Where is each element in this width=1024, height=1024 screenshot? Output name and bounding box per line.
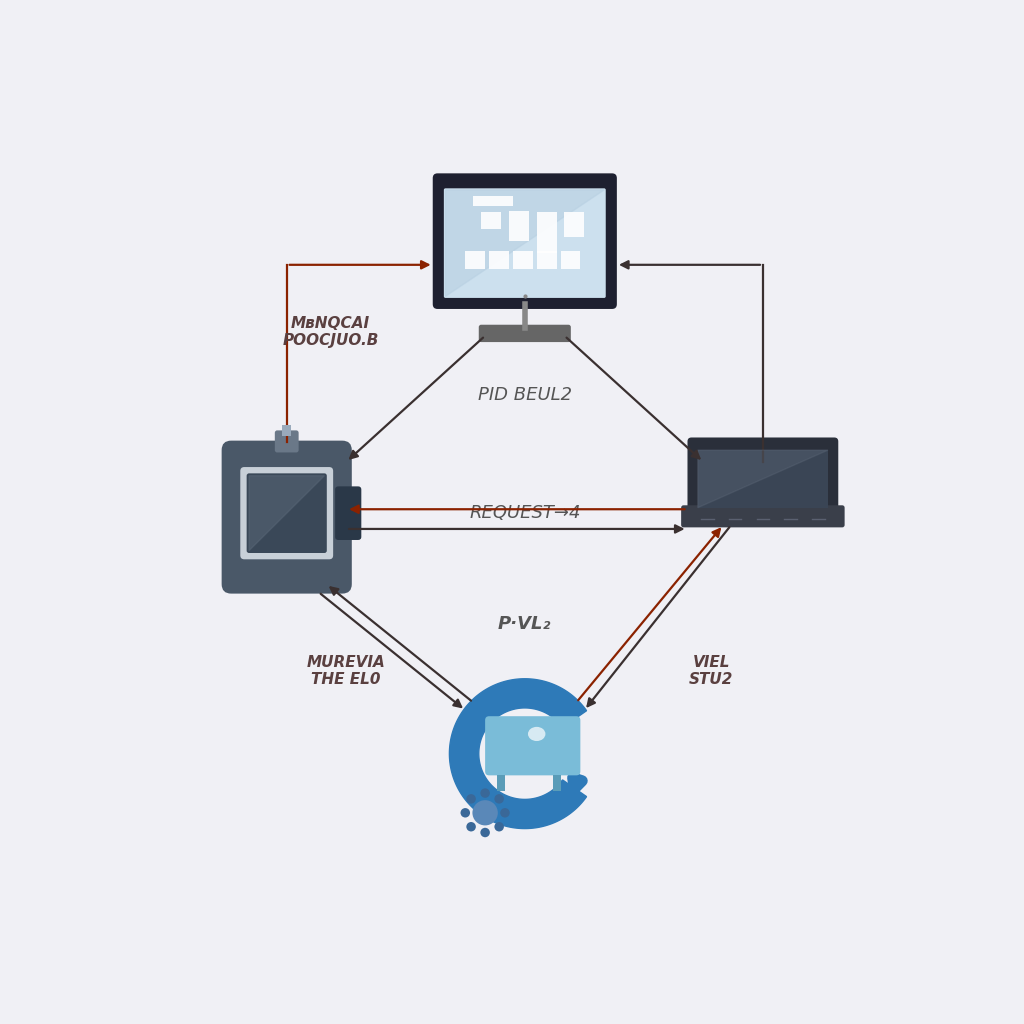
FancyBboxPatch shape: [485, 716, 581, 775]
FancyBboxPatch shape: [241, 467, 333, 559]
FancyBboxPatch shape: [681, 505, 845, 527]
FancyBboxPatch shape: [513, 252, 532, 268]
Text: MвNQCAI
POOCJUO.B: MвNQCAI POOCJUO.B: [283, 315, 379, 348]
FancyBboxPatch shape: [479, 325, 570, 342]
FancyBboxPatch shape: [473, 197, 513, 206]
Text: MUREVIA
THE EL0: MUREVIA THE EL0: [307, 654, 386, 687]
Circle shape: [480, 827, 489, 838]
Text: PID BEUL2: PID BEUL2: [478, 386, 571, 403]
FancyBboxPatch shape: [560, 252, 581, 268]
Circle shape: [500, 808, 510, 817]
FancyBboxPatch shape: [481, 212, 501, 229]
FancyBboxPatch shape: [247, 473, 327, 553]
FancyBboxPatch shape: [282, 425, 292, 436]
Text: VIEL
STU2: VIEL STU2: [689, 654, 733, 687]
FancyBboxPatch shape: [335, 486, 361, 540]
FancyBboxPatch shape: [687, 437, 839, 517]
Circle shape: [472, 800, 498, 825]
Circle shape: [461, 808, 470, 817]
FancyBboxPatch shape: [553, 775, 560, 792]
FancyBboxPatch shape: [537, 212, 557, 253]
FancyBboxPatch shape: [489, 252, 509, 268]
FancyBboxPatch shape: [465, 252, 485, 268]
Text: REQUEST→4: REQUEST→4: [469, 504, 581, 522]
FancyBboxPatch shape: [537, 252, 557, 268]
FancyBboxPatch shape: [274, 430, 299, 453]
Circle shape: [480, 788, 489, 798]
Polygon shape: [450, 679, 587, 828]
FancyBboxPatch shape: [433, 173, 616, 309]
FancyBboxPatch shape: [221, 440, 352, 594]
Polygon shape: [445, 189, 604, 296]
FancyBboxPatch shape: [697, 451, 828, 508]
Polygon shape: [249, 476, 325, 551]
FancyBboxPatch shape: [443, 188, 606, 298]
Circle shape: [495, 822, 504, 831]
Polygon shape: [697, 451, 828, 508]
FancyBboxPatch shape: [564, 212, 585, 238]
Circle shape: [495, 795, 504, 804]
FancyBboxPatch shape: [509, 211, 528, 242]
FancyBboxPatch shape: [497, 775, 505, 792]
Ellipse shape: [528, 727, 546, 741]
Circle shape: [466, 822, 476, 831]
Circle shape: [466, 795, 476, 804]
Text: P·VL₂: P·VL₂: [498, 614, 552, 633]
